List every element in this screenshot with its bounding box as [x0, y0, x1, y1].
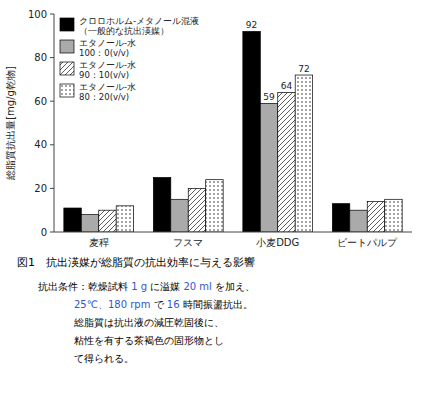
- caption-line: 粘性を有する茶褐色の固形物とし: [74, 335, 224, 346]
- y-tick: [50, 57, 54, 58]
- caption-segment: て得られる。: [74, 353, 134, 364]
- legend-label-line: エタノール-水: [79, 60, 136, 70]
- bar: [278, 92, 295, 232]
- bars: [64, 31, 402, 232]
- y-tick: [50, 232, 54, 233]
- bar: [64, 208, 81, 232]
- caption-segment: 16: [167, 299, 180, 310]
- data-label: 92: [246, 20, 257, 30]
- y-tick: [50, 188, 54, 189]
- bar: [153, 178, 170, 233]
- caption-line: 総脂質は抗出液の減圧乾固後に、: [73, 317, 224, 328]
- caption-segment: 抗出条件：乾燥試料: [38, 281, 131, 292]
- legend-swatch: [60, 62, 74, 75]
- caption-segment: に溢媒: [147, 281, 183, 292]
- bar: [206, 180, 223, 232]
- caption-segment: 総脂質は抗出液の減圧乾固後に、: [73, 317, 224, 328]
- series: [99, 92, 385, 232]
- y-tick-label: 60: [34, 96, 47, 107]
- bar: [295, 75, 312, 232]
- bar: [367, 201, 384, 232]
- series: [81, 103, 367, 232]
- caption-line: 25℃、180 rpm で 16 時間振盪抗出。: [74, 299, 253, 310]
- y-tick-label: 0: [41, 227, 47, 238]
- legend-label: エタノール-水80：20(v/v): [79, 82, 136, 102]
- background: [0, 0, 422, 412]
- bar: [243, 31, 260, 232]
- bar: [188, 188, 205, 232]
- caption-segment: 180 rpm: [108, 299, 150, 310]
- chart: 0 20 40 60 80 100 総脂質抗出量[mg/g乾物] 92 59 64 72 麦稈 フスマ 小…: [0, 0, 422, 412]
- bar: [350, 210, 367, 232]
- y-tick: [50, 14, 54, 15]
- caption-segment: 時間振盪抗出。: [180, 299, 253, 310]
- bar: [81, 215, 98, 232]
- legend-label-line: クロロホルム-メタノール混液: [79, 16, 199, 26]
- y-tick-label: 80: [34, 52, 47, 63]
- bar: [332, 204, 349, 232]
- legend-label-line: （一般的な抗出渶媒）: [79, 26, 169, 36]
- legend-label-line: 80：20(v/v): [79, 92, 129, 102]
- legend-label-line: 90：10(v/v): [79, 70, 129, 80]
- legend-label-line: 100：0(v/v): [79, 48, 129, 58]
- bar: [116, 206, 133, 232]
- caption-line: て得られる。: [74, 353, 134, 364]
- caption-segment: 25℃、: [74, 299, 108, 310]
- caption-segment: 20 ml: [183, 281, 211, 292]
- y-axis-label: 総脂質抗出量[mg/g乾物]: [5, 66, 16, 181]
- x-tick-label: 小麦DDG: [256, 237, 299, 248]
- caption-segment: で: [150, 299, 166, 310]
- y-tick-label: 20: [34, 183, 47, 194]
- legend: クロロホルム-メタノール混液（一般的な抗出渶媒）エタノール-水100：0(v/v…: [60, 16, 199, 102]
- legend-swatch: [60, 84, 74, 97]
- y-tick-label: 40: [34, 139, 47, 150]
- legend-label-line: エタノール-水: [79, 82, 136, 92]
- x-tick-label: ビートパルプ: [337, 237, 398, 248]
- y-axis-line: [54, 14, 55, 232]
- y-tick-label: 100: [28, 9, 47, 20]
- legend-label: クロロホルム-メタノール混液（一般的な抗出渶媒）: [79, 16, 199, 36]
- legend-label-line: エタノール-水: [79, 38, 136, 48]
- legend-swatch: [60, 18, 74, 31]
- series: [116, 75, 402, 232]
- data-label: 64: [281, 81, 293, 91]
- y-axis: 0 20 40 60 80 100: [28, 9, 54, 238]
- x-axis: 麦稈 フスマ 小麦DDG ビートパルプ: [54, 232, 412, 248]
- title: 図1 抗出渶媒が総脂質の抗出効率に与える影響: [17, 256, 255, 269]
- legend-label: エタノール-水90：10(v/v): [79, 60, 136, 80]
- legend-swatch: [60, 40, 74, 53]
- bar: [99, 210, 116, 232]
- x-tick-label: 麦稈: [89, 237, 109, 248]
- series: [64, 31, 350, 232]
- data-label: 59: [263, 92, 275, 102]
- y-tick: [50, 101, 54, 102]
- bar: [260, 103, 277, 232]
- caption-line: 抗出条件：乾燥試料 1 g に溢媒 20 ml を加え、: [38, 281, 255, 292]
- data-labels: 92 59 64 72: [246, 20, 310, 102]
- caption-segment: を加え、: [212, 281, 255, 292]
- caption-segment: 1 g: [131, 281, 147, 292]
- data-label: 72: [298, 64, 309, 74]
- x-axis-line: [54, 232, 412, 233]
- legend-label: エタノール-水100：0(v/v): [79, 38, 136, 58]
- x-tick-label: フスマ: [173, 237, 203, 248]
- bar: [385, 199, 402, 232]
- y-tick: [50, 144, 54, 145]
- caption-segment: 粘性を有する茶褐色の固形物とし: [74, 335, 224, 346]
- bar: [171, 199, 188, 232]
